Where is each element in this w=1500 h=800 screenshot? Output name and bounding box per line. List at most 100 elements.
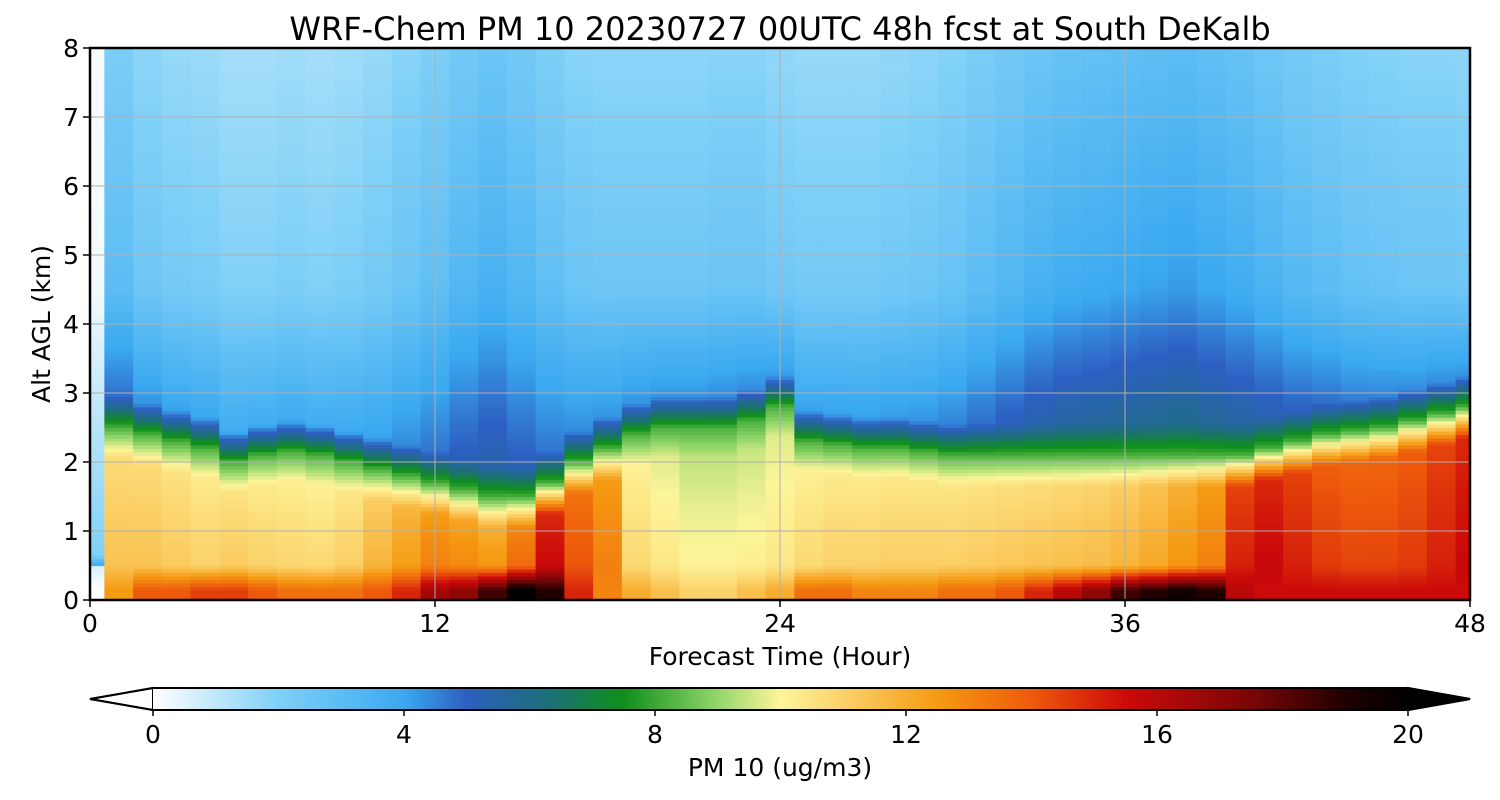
field-cell (334, 589, 364, 594)
field-cell (938, 493, 968, 498)
field-cell (478, 348, 508, 353)
field-cell (909, 582, 939, 587)
field-cell (880, 213, 910, 218)
field-cell (593, 217, 623, 222)
field-cell (276, 110, 307, 115)
field-cell (938, 568, 968, 573)
field-cell (305, 51, 335, 56)
field-cell (190, 479, 220, 484)
field-cell (478, 375, 508, 380)
field-cell (794, 51, 824, 56)
field-cell (506, 565, 537, 570)
field-cell (190, 123, 220, 128)
field-cell (564, 334, 594, 339)
field-cell (736, 355, 767, 360)
field-cell (219, 486, 249, 491)
field-cell (535, 255, 565, 260)
field-cell (449, 203, 479, 208)
field-cell (161, 230, 192, 235)
field-cell (535, 168, 565, 173)
field-cell (938, 106, 968, 111)
field-cell (708, 199, 738, 204)
field-cell (90, 196, 105, 201)
field-cell (851, 568, 882, 573)
field-cell (535, 141, 565, 146)
field-cell (851, 223, 882, 228)
field-cell (363, 593, 393, 598)
field-cell (564, 382, 594, 387)
field-cell (90, 441, 105, 446)
field-cell (190, 172, 220, 177)
field-cell (219, 410, 249, 415)
field-cell (880, 148, 910, 153)
field-cell (334, 92, 364, 97)
field-cell (190, 75, 220, 80)
field-cell (478, 148, 508, 153)
field-cell (938, 137, 968, 142)
field-cell (276, 310, 307, 315)
field-cell (391, 427, 422, 432)
field-cell (535, 337, 565, 342)
field-cell (938, 589, 968, 594)
field-cell (104, 144, 134, 149)
field-cell (276, 317, 307, 322)
field-cell (679, 396, 709, 401)
field-cell (736, 413, 767, 418)
field-cell (679, 472, 709, 477)
field-cell (391, 148, 422, 153)
field-cell (276, 593, 307, 598)
field-cell (161, 182, 192, 187)
field-cell (794, 541, 824, 546)
field-cell (104, 393, 134, 398)
field-cell (104, 524, 134, 529)
field-cell (621, 303, 652, 308)
field-cell (535, 368, 565, 373)
field-cell (535, 513, 565, 518)
field-cell (593, 548, 623, 553)
field-cell (363, 92, 393, 97)
field-cell (823, 299, 853, 304)
field-cell (938, 496, 968, 501)
field-cell (334, 165, 364, 170)
field-cell (305, 48, 335, 53)
field-cell (190, 54, 220, 59)
field-cell (248, 489, 278, 494)
field-cell (391, 186, 422, 191)
field-cell (535, 551, 565, 556)
field-cell (104, 54, 134, 59)
field-cell (449, 130, 479, 135)
field-cell (219, 227, 249, 232)
field-cell (248, 358, 278, 363)
field-cell (679, 54, 709, 59)
field-cell (736, 255, 767, 260)
field-cell (363, 368, 393, 373)
field-cell (880, 327, 910, 332)
field-cell (449, 320, 479, 325)
field-cell (478, 103, 508, 108)
field-cell (679, 172, 709, 177)
field-cell (535, 348, 565, 353)
field-cell (334, 79, 364, 84)
field-cell (794, 72, 824, 77)
field-cell (794, 510, 824, 515)
field-cell (334, 524, 364, 529)
field-cell (880, 465, 910, 470)
field-cell (133, 475, 163, 480)
field-cell (938, 393, 968, 398)
field-cell (391, 203, 422, 208)
field-cell (334, 393, 364, 398)
field-cell (190, 548, 220, 553)
field-cell (391, 313, 422, 318)
field-cell (650, 220, 680, 225)
field-cell (276, 227, 307, 232)
field-cell (736, 479, 767, 484)
field-cell (190, 327, 220, 332)
field-cell (564, 379, 594, 384)
field-cell (190, 493, 220, 498)
field-cell (593, 165, 623, 170)
field-cell (363, 230, 393, 235)
field-cell (851, 427, 882, 432)
field-cell (679, 99, 709, 104)
field-cell (938, 223, 968, 228)
field-cell (823, 379, 853, 384)
